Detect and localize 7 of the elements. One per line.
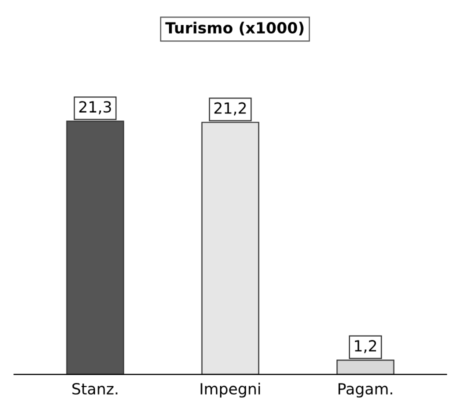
- x-tick-label: Pagam.: [338, 383, 392, 398]
- chart-title: Turismo (x1000): [165, 22, 304, 36]
- x-tick-label: Impegni: [200, 382, 260, 398]
- data-label: 1,2: [354, 340, 376, 354]
- x-tick-label: Stanz.: [72, 383, 118, 395]
- data-label: 21,2: [214, 102, 246, 116]
- data-label: 21,3: [79, 101, 111, 114]
